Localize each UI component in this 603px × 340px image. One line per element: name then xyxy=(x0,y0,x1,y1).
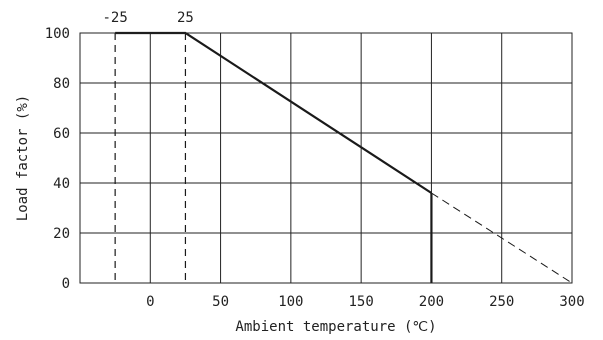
x-tick-labels: 0 50 100 150 200 250 300 xyxy=(146,294,585,310)
y-tick-label: 80 xyxy=(53,76,70,92)
x-tick-label: 200 xyxy=(419,294,444,310)
reference-line-labels: -25 25 xyxy=(102,10,193,26)
reference-line-label: -25 xyxy=(102,10,127,26)
y-tick-label: 40 xyxy=(53,176,70,192)
x-tick-label: 0 xyxy=(146,294,154,310)
reference-line-label: 25 xyxy=(177,10,194,26)
reference-lines xyxy=(114,33,187,283)
x-tick-label: 150 xyxy=(348,294,373,310)
grid xyxy=(80,33,572,283)
y-axis-label: Load factor (%) xyxy=(15,95,31,221)
x-tick-label: 250 xyxy=(489,294,514,310)
extrapolation-line xyxy=(431,192,573,284)
derating-curve xyxy=(115,31,433,194)
y-tick-labels: 0 20 40 60 80 100 xyxy=(45,26,70,292)
series xyxy=(115,31,573,284)
x-axis-label: Ambient temperature (℃) xyxy=(235,319,436,335)
x-tick-label: 50 xyxy=(212,294,229,310)
x-tick-label: 100 xyxy=(278,294,303,310)
x-tick-label: 300 xyxy=(559,294,584,310)
y-tick-label: 0 xyxy=(62,276,70,292)
y-tick-label: 100 xyxy=(45,26,70,42)
y-tick-label: 60 xyxy=(53,126,70,142)
y-tick-label: 20 xyxy=(53,226,70,242)
plot-frame xyxy=(79,32,573,284)
